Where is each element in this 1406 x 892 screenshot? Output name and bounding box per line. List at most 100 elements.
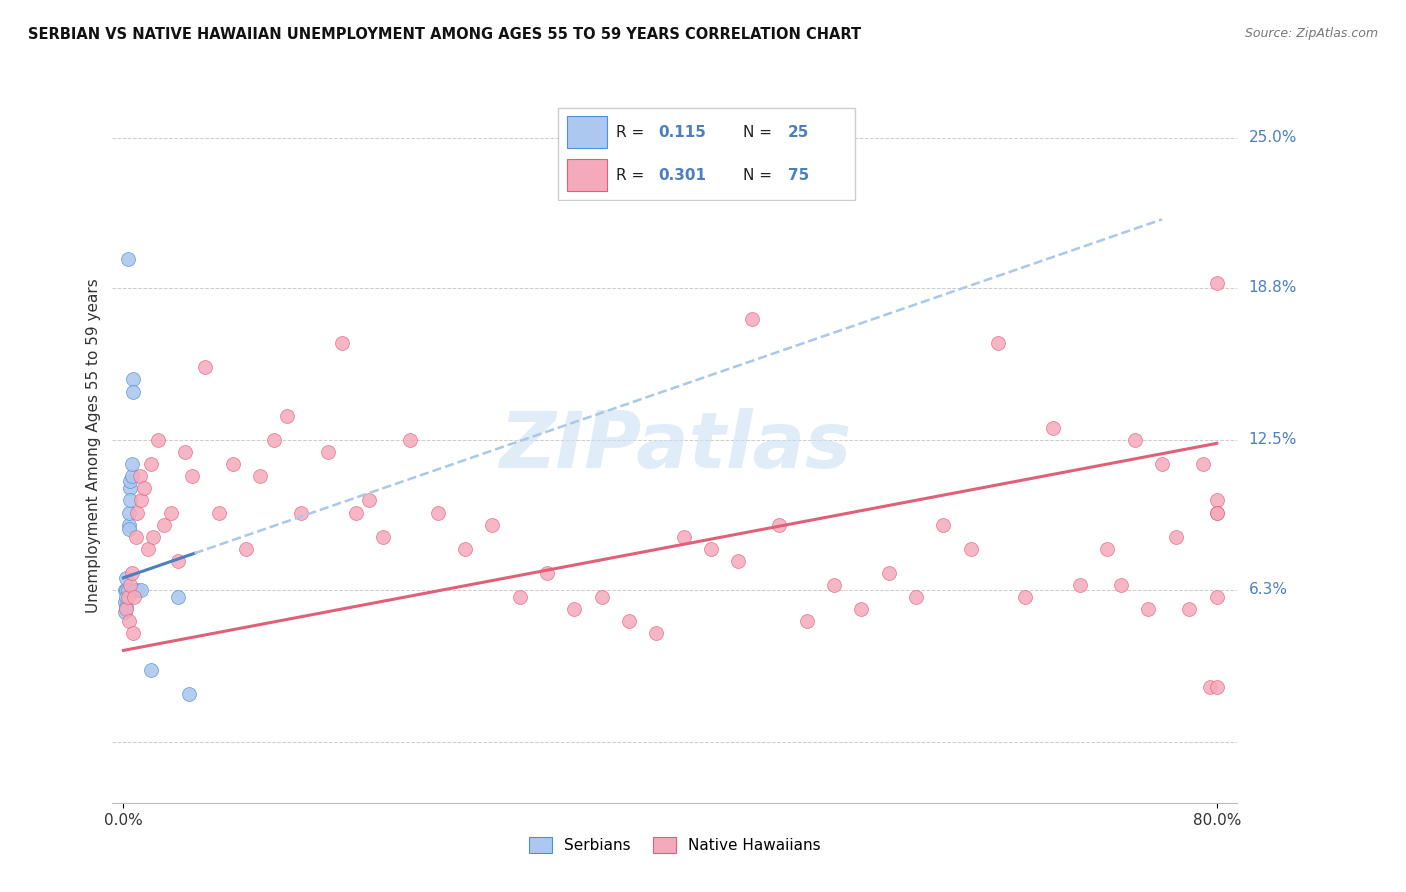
Point: [194, 360, 217, 375]
Point: [118, 523, 141, 537]
Point: [136, 541, 159, 556]
Point: [118, 506, 141, 520]
Point: [1109, 578, 1132, 592]
Point: [290, 506, 312, 520]
Point: [125, 530, 148, 544]
Point: [115, 571, 138, 585]
Text: 12.5%: 12.5%: [1249, 433, 1296, 448]
Point: [1205, 493, 1227, 508]
Point: [330, 336, 353, 351]
Text: Source: ZipAtlas.com: Source: ZipAtlas.com: [1244, 27, 1378, 40]
Point: [177, 687, 200, 701]
Legend: Serbians, Native Hawaiians: Serbians, Native Hawaiians: [523, 831, 827, 859]
Point: [117, 590, 139, 604]
Point: [1199, 680, 1222, 694]
Point: [481, 517, 503, 532]
Point: [208, 506, 231, 520]
Point: [122, 384, 145, 399]
FancyBboxPatch shape: [558, 108, 855, 200]
Point: [591, 590, 613, 604]
Point: [1205, 590, 1227, 604]
Point: [1164, 530, 1187, 544]
Point: [344, 506, 367, 520]
Point: [132, 481, 155, 495]
Point: [142, 530, 165, 544]
Point: [115, 599, 138, 614]
Point: [139, 663, 162, 677]
Point: [905, 590, 928, 604]
Point: [117, 582, 139, 597]
Point: [276, 409, 298, 423]
Point: [114, 605, 136, 619]
Point: [139, 457, 162, 471]
Text: ZIPatlas: ZIPatlas: [499, 408, 851, 484]
Point: [121, 469, 143, 483]
Point: [167, 590, 190, 604]
Point: [399, 433, 422, 447]
Point: [1123, 433, 1146, 447]
Point: [987, 336, 1010, 351]
Point: [1192, 457, 1215, 471]
Point: [1205, 680, 1227, 694]
Point: [851, 602, 873, 616]
Text: SERBIAN VS NATIVE HAWAIIAN UNEMPLOYMENT AMONG AGES 55 TO 59 YEARS CORRELATION CH: SERBIAN VS NATIVE HAWAIIAN UNEMPLOYMENT …: [28, 27, 862, 42]
Point: [129, 493, 152, 508]
Point: [122, 626, 145, 640]
Point: [371, 530, 394, 544]
Point: [146, 433, 169, 447]
Point: [160, 506, 183, 520]
Point: [932, 517, 955, 532]
Point: [115, 590, 138, 604]
Point: [153, 517, 176, 532]
Point: [120, 493, 142, 508]
Point: [263, 433, 285, 447]
Point: [118, 517, 141, 532]
Text: 6.3%: 6.3%: [1249, 582, 1288, 598]
Point: [222, 457, 245, 471]
Text: 0.301: 0.301: [658, 168, 706, 183]
FancyBboxPatch shape: [568, 116, 607, 148]
Point: [174, 445, 197, 459]
Point: [121, 457, 143, 471]
Text: 25.0%: 25.0%: [1249, 130, 1296, 145]
Point: [124, 590, 146, 604]
Text: 25: 25: [789, 125, 810, 140]
Point: [741, 312, 763, 326]
Point: [125, 506, 148, 520]
Point: [124, 582, 146, 597]
Text: N =: N =: [742, 168, 776, 183]
Point: [129, 582, 152, 597]
Point: [700, 541, 723, 556]
FancyBboxPatch shape: [568, 160, 607, 191]
Point: [1205, 506, 1227, 520]
Text: R =: R =: [616, 125, 650, 140]
Point: [120, 481, 142, 495]
Point: [122, 372, 145, 386]
Point: [118, 615, 141, 629]
Point: [877, 566, 900, 580]
Point: [318, 445, 340, 459]
Point: [125, 582, 148, 597]
Text: 0.115: 0.115: [658, 125, 706, 140]
Point: [509, 590, 531, 604]
Point: [115, 582, 138, 597]
Point: [121, 566, 143, 580]
Point: [1042, 421, 1064, 435]
Point: [796, 615, 818, 629]
Point: [1137, 602, 1160, 616]
Point: [249, 469, 271, 483]
Point: [564, 602, 586, 616]
Point: [114, 582, 136, 597]
Point: [1205, 276, 1227, 290]
Point: [1097, 541, 1119, 556]
Point: [180, 469, 202, 483]
Point: [114, 595, 136, 609]
Point: [672, 530, 695, 544]
Point: [115, 602, 138, 616]
Point: [1152, 457, 1174, 471]
Point: [128, 469, 150, 483]
Point: [1069, 578, 1091, 592]
Text: N =: N =: [742, 125, 776, 140]
Point: [823, 578, 845, 592]
Point: [1178, 602, 1201, 616]
